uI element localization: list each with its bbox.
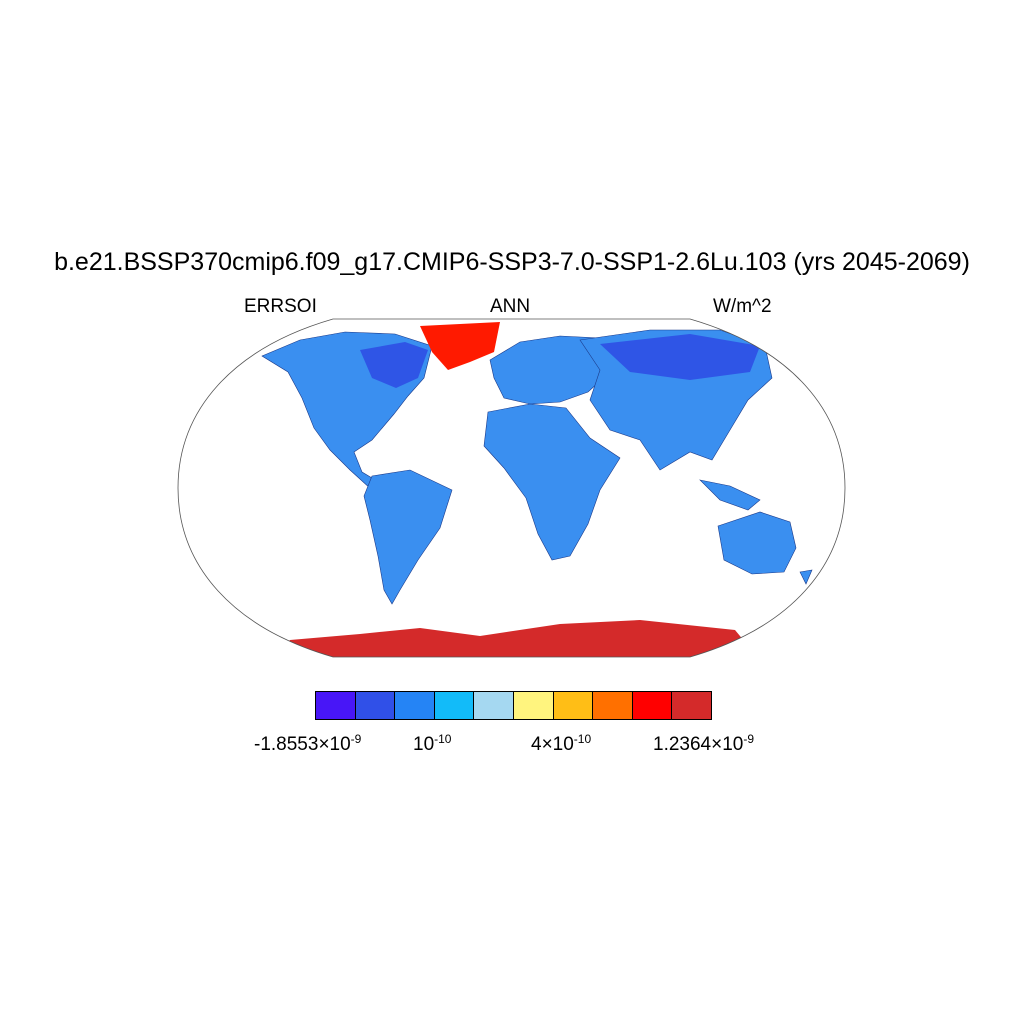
units-label: W/m^2 <box>713 296 772 317</box>
colorbar-swatch-1 <box>316 692 356 719</box>
africa-landmass <box>483 403 621 561</box>
colorbar-label-max: 1.2364×10-9 <box>653 732 755 755</box>
colorbar-swatch-7 <box>553 692 594 719</box>
variable-label: ERRSOI <box>244 296 317 317</box>
colorbar-swatch-9 <box>632 692 673 719</box>
southeast-asia-islands <box>699 479 761 511</box>
australia-landmass <box>717 511 797 575</box>
map-boundary <box>177 318 846 658</box>
colorbar-swatch-10 <box>672 692 711 719</box>
colorbar-swatch-4 <box>434 692 475 719</box>
new-zealand-landmass <box>799 569 813 585</box>
south-america-landmass <box>363 469 453 605</box>
europe-landmass <box>489 335 611 405</box>
antarctica-landmass <box>270 620 760 657</box>
colorbar <box>315 691 712 720</box>
colorbar-label-3: 4×10-10 <box>531 732 592 755</box>
hudson-region <box>360 342 428 388</box>
greenland-landmass <box>420 322 500 370</box>
colorbar-swatch-2 <box>355 692 396 719</box>
colorbar-swatch-5 <box>474 692 514 719</box>
colorbar-label-min: -1.8553×10-9 <box>254 732 362 755</box>
plot-title: b.e21.BSSP370cmip6.f09_g17.CMIP6-SSP3-7.… <box>54 248 970 276</box>
siberia-region <box>600 334 760 380</box>
season-label: ANN <box>490 296 531 317</box>
colorbar-swatch-8 <box>593 692 633 719</box>
colorbar-swatch-6 <box>513 692 554 719</box>
colorbar-swatch-3 <box>395 692 435 719</box>
colorbar-label-2: 10-10 <box>413 732 452 755</box>
